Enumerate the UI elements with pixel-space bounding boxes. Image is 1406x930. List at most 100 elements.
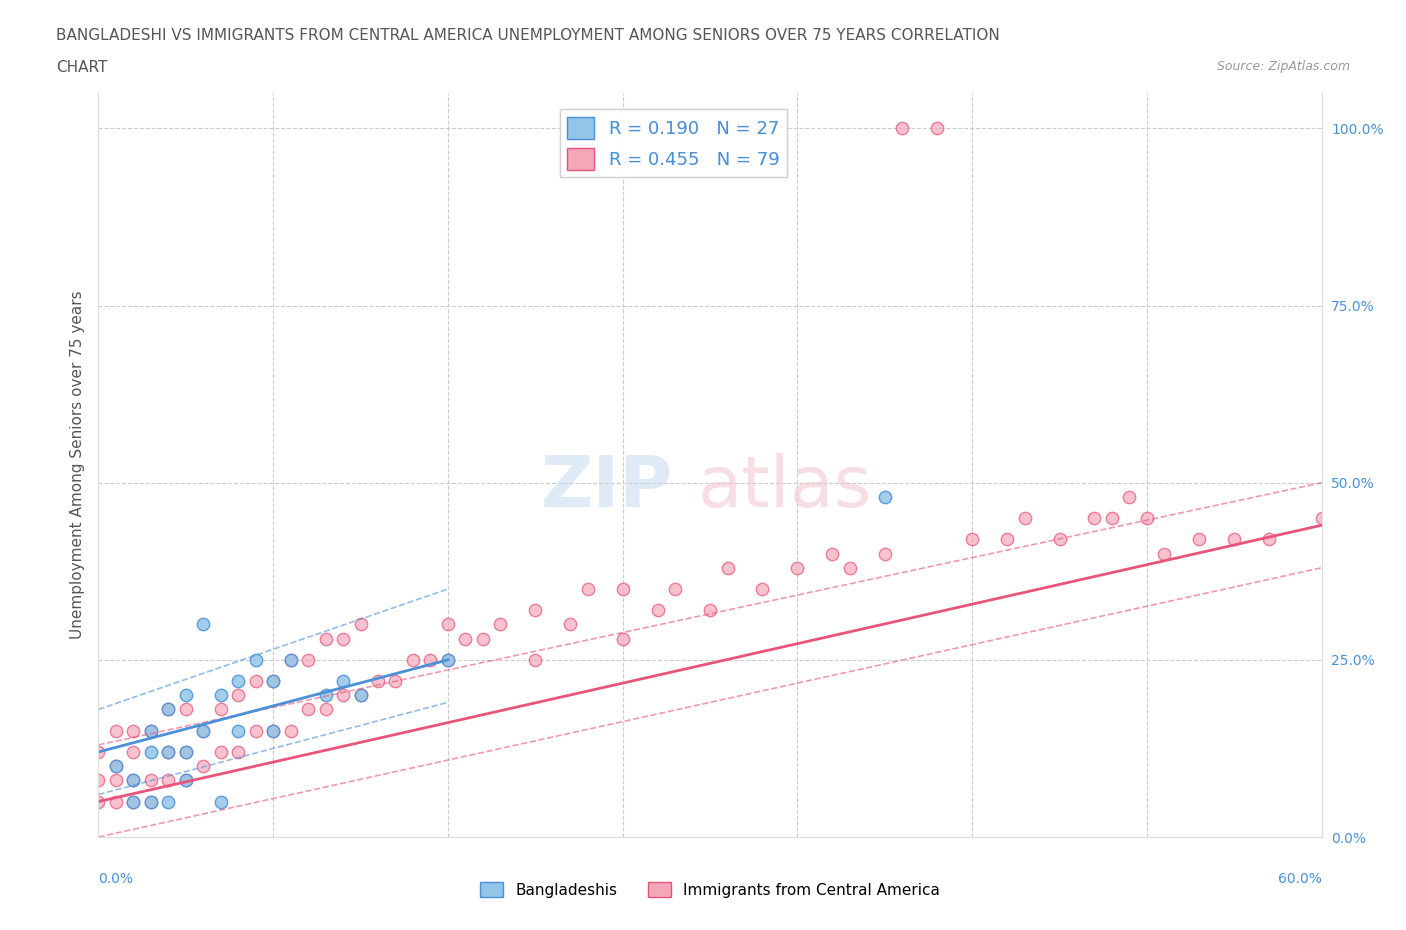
Point — [1188, 532, 1211, 547]
Point — [280, 653, 302, 668]
Point — [104, 759, 127, 774]
Point — [226, 745, 249, 760]
Point — [1223, 532, 1246, 547]
Point — [209, 745, 232, 760]
Point — [157, 702, 180, 717]
Point — [349, 688, 371, 703]
Point — [193, 759, 215, 774]
Point — [104, 759, 127, 774]
Point — [157, 794, 180, 809]
Point — [995, 532, 1018, 547]
Point — [157, 745, 180, 760]
Text: ZIP: ZIP — [541, 453, 673, 522]
Text: atlas: atlas — [697, 453, 872, 522]
Point — [122, 794, 145, 809]
Point — [262, 724, 284, 738]
Point — [699, 603, 721, 618]
Point — [786, 560, 808, 575]
Point — [437, 617, 460, 631]
Point — [226, 724, 249, 738]
Point — [315, 702, 337, 717]
Point — [209, 702, 232, 717]
Point — [349, 688, 371, 703]
Point — [226, 688, 249, 703]
Point — [297, 702, 319, 717]
Point — [1310, 511, 1333, 525]
Point — [139, 773, 162, 788]
Point — [245, 653, 267, 668]
Point — [332, 631, 354, 646]
Point — [367, 673, 389, 688]
Point — [524, 603, 547, 618]
Point — [280, 653, 302, 668]
Point — [751, 581, 773, 596]
Point — [139, 794, 162, 809]
Point — [1083, 511, 1105, 525]
Point — [87, 745, 110, 760]
Point — [122, 794, 145, 809]
Point — [927, 121, 949, 136]
Point — [1101, 511, 1123, 525]
Point — [122, 724, 145, 738]
Point — [193, 724, 215, 738]
Point — [891, 121, 914, 136]
Point — [193, 617, 215, 631]
Point — [1118, 489, 1140, 504]
Text: 60.0%: 60.0% — [1278, 871, 1322, 886]
Point — [332, 673, 354, 688]
Point — [174, 688, 197, 703]
Point — [280, 724, 302, 738]
Text: CHART: CHART — [56, 60, 108, 75]
Point — [245, 673, 267, 688]
Point — [419, 653, 441, 668]
Legend: R = 0.190   N = 27, R = 0.455   N = 79: R = 0.190 N = 27, R = 0.455 N = 79 — [560, 110, 787, 177]
Point — [454, 631, 477, 646]
Point — [873, 489, 896, 504]
Point — [332, 688, 354, 703]
Text: BANGLADESHI VS IMMIGRANTS FROM CENTRAL AMERICA UNEMPLOYMENT AMONG SENIORS OVER 7: BANGLADESHI VS IMMIGRANTS FROM CENTRAL A… — [56, 28, 1000, 43]
Text: 0.0%: 0.0% — [98, 871, 134, 886]
Point — [122, 773, 145, 788]
Point — [87, 794, 110, 809]
Point — [437, 653, 460, 668]
Point — [349, 617, 371, 631]
Text: Source: ZipAtlas.com: Source: ZipAtlas.com — [1216, 60, 1350, 73]
Point — [174, 745, 197, 760]
Point — [139, 724, 162, 738]
Point — [193, 724, 215, 738]
Point — [104, 724, 127, 738]
Point — [157, 773, 180, 788]
Point — [174, 702, 197, 717]
Point — [402, 653, 425, 668]
Point — [437, 653, 460, 668]
Point — [1136, 511, 1159, 525]
Point — [174, 745, 197, 760]
Point — [139, 794, 162, 809]
Point — [524, 653, 547, 668]
Point — [104, 794, 127, 809]
Point — [612, 581, 634, 596]
Point — [664, 581, 686, 596]
Point — [209, 794, 232, 809]
Point — [838, 560, 860, 575]
Point — [576, 581, 599, 596]
Point — [157, 745, 180, 760]
Point — [1153, 546, 1175, 561]
Point — [226, 673, 249, 688]
Point — [560, 617, 582, 631]
Point — [262, 673, 284, 688]
Point — [297, 653, 319, 668]
Y-axis label: Unemployment Among Seniors over 75 years: Unemployment Among Seniors over 75 years — [69, 291, 84, 639]
Point — [139, 745, 162, 760]
Point — [122, 745, 145, 760]
Point — [157, 702, 180, 717]
Point — [960, 532, 983, 547]
Point — [1049, 532, 1071, 547]
Point — [122, 773, 145, 788]
Point — [174, 773, 197, 788]
Point — [87, 773, 110, 788]
Point — [315, 688, 337, 703]
Point — [384, 673, 406, 688]
Point — [873, 546, 896, 561]
Point — [209, 688, 232, 703]
